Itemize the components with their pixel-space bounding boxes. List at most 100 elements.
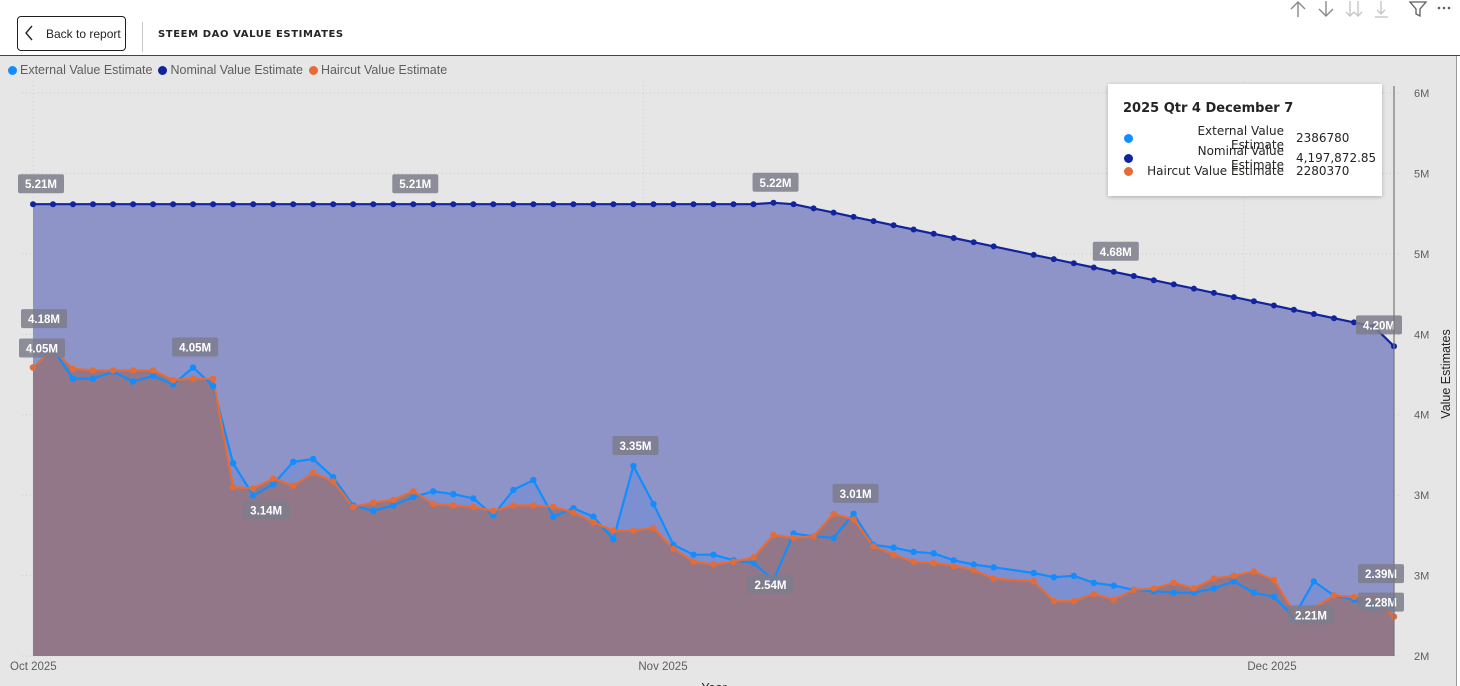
tooltip-label-haircut: Haircut Value Estimate (1147, 164, 1284, 178)
tooltip-value-external: 2386780 (1296, 131, 1350, 145)
point-nominal (90, 201, 96, 208)
point-nominal (810, 205, 817, 212)
point-nominal (1351, 319, 1357, 326)
point-haircut (1190, 585, 1198, 592)
sort-descending-icon[interactable] (1316, 0, 1336, 18)
data-label: 5.21M (25, 179, 57, 191)
page-title: STEEM DAO VALUE ESTIMATES (158, 29, 344, 40)
point-haircut (1030, 578, 1037, 585)
point-haircut (350, 503, 357, 510)
point-external (1210, 585, 1218, 592)
back-to-report-button[interactable]: Back to report (17, 16, 126, 51)
point-haircut (1230, 572, 1238, 579)
legend-marker-nominal (158, 65, 168, 75)
tooltip-value-haircut: 2280370 (1296, 164, 1350, 178)
point-nominal (330, 201, 337, 208)
point-nominal (730, 201, 737, 208)
point-nominal (890, 222, 897, 229)
point-nominal (610, 201, 617, 208)
data-label-box (752, 172, 799, 192)
point-external (189, 364, 197, 371)
area-haircut (33, 349, 1394, 656)
data-label: 5.21M (399, 179, 431, 191)
data-label: 2.21M (1295, 610, 1327, 622)
point-nominal (1250, 298, 1257, 305)
data-label-box (19, 338, 65, 358)
data-label-box (832, 483, 879, 503)
point-haircut (270, 475, 277, 482)
point-nominal (230, 201, 237, 208)
point-nominal (590, 201, 597, 208)
data-label-box (243, 500, 290, 520)
point-nominal (190, 201, 197, 208)
expand-all-icon[interactable] (1344, 0, 1364, 18)
point-haircut (250, 485, 257, 492)
point-external (370, 507, 377, 515)
point-nominal (450, 201, 457, 208)
point-nominal (1090, 264, 1097, 271)
data-label: 4.18M (28, 314, 60, 326)
legend-marker-haircut (308, 65, 318, 75)
point-haircut (550, 503, 557, 510)
header-divider (142, 22, 143, 52)
point-nominal (690, 201, 697, 208)
data-label-box (1092, 241, 1139, 261)
point-external (229, 460, 237, 467)
line-haircut (32, 348, 1395, 618)
more-options-icon[interactable] (1434, 0, 1454, 18)
point-nominal (930, 230, 937, 237)
legend-label-external: External Value Estimate (20, 63, 153, 77)
point-haircut (630, 527, 637, 534)
point-nominal (530, 201, 537, 208)
x-tick-label: Nov 2025 (638, 661, 687, 673)
point-haircut (770, 531, 777, 539)
filter-icon[interactable] (1408, 0, 1428, 18)
drill-down-icon[interactable] (1372, 0, 1392, 18)
point-nominal (550, 201, 557, 208)
legend-label-haircut: Haircut Value Estimate (320, 63, 448, 77)
point-haircut (430, 500, 437, 508)
y-axis-title: Value Estimates (1439, 329, 1453, 418)
point-haircut (490, 507, 497, 515)
point-external (990, 564, 997, 571)
legend-item-nominal[interactable]: Nominal Value Estimate (158, 63, 303, 77)
point-external (89, 375, 97, 382)
point-haircut (1270, 576, 1278, 584)
point-external (610, 536, 617, 543)
legend-item-external[interactable]: External Value Estimate (8, 63, 152, 77)
point-external (930, 550, 937, 557)
data-tooltip: 2025 Qtr 4 December 7 External Value Est… (1108, 84, 1382, 196)
sort-ascending-icon[interactable] (1288, 0, 1308, 18)
point-external (830, 534, 837, 541)
point-haircut (590, 519, 597, 526)
point-nominal (150, 201, 157, 208)
legend-marker-external (8, 65, 17, 75)
point-haircut (1330, 592, 1338, 599)
y-tick-label: 4M (1414, 329, 1429, 341)
data-label-box (1358, 564, 1404, 584)
point-haircut (470, 503, 477, 510)
point-haircut (410, 488, 417, 495)
tooltip-title: 2025 Qtr 4 December 7 (1123, 101, 1294, 116)
legend-item-haircut[interactable]: Haircut Value Estimate (308, 63, 448, 77)
tooltip-marker-external (1124, 133, 1133, 143)
point-haircut (890, 551, 897, 558)
point-nominal (710, 201, 717, 208)
point-nominal (410, 201, 417, 208)
point-nominal (350, 201, 357, 208)
point-nominal (430, 201, 437, 208)
point-external (910, 548, 917, 555)
point-nominal (50, 201, 56, 208)
x-tick-label: Oct 2025 (10, 661, 57, 673)
tooltip-label-nominal: Nominal Value Estimate (1197, 144, 1284, 172)
point-haircut (229, 483, 237, 491)
point-haircut (450, 502, 457, 509)
point-nominal (850, 213, 857, 220)
point-haircut (570, 509, 577, 516)
point-haircut (109, 367, 117, 374)
point-external (530, 476, 537, 484)
point-haircut (1110, 596, 1118, 603)
point-haircut (1170, 579, 1178, 586)
point-haircut (830, 510, 837, 517)
point-nominal (1170, 281, 1177, 288)
